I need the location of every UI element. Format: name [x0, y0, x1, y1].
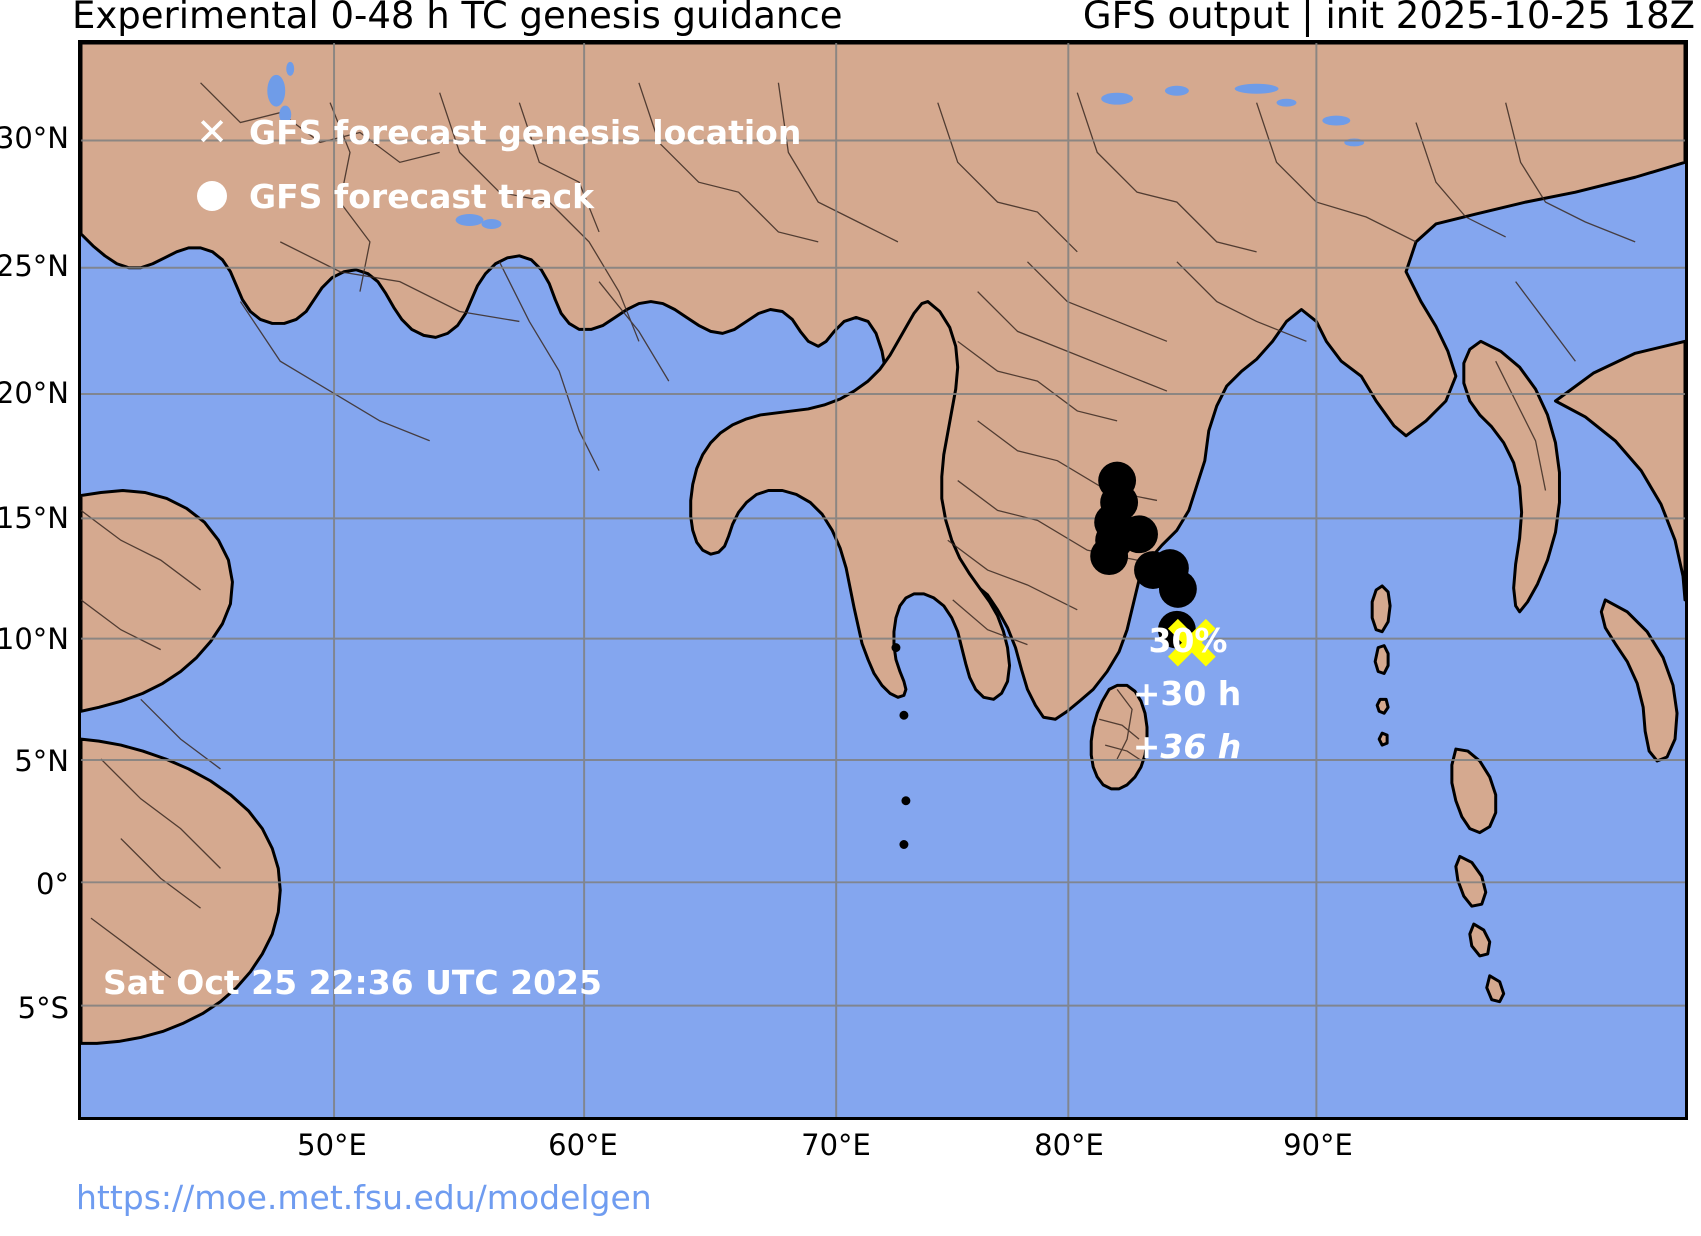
- y-tick-25N: 25°N: [0, 249, 69, 283]
- y-tick-5S: 5°S: [17, 991, 69, 1025]
- map-canvas[interactable]: ✕ GFS forecast genesis location GFS fore…: [78, 40, 1688, 1120]
- secondary-hour-label: +36 h: [1132, 727, 1242, 766]
- x-tick-80E: 80°E: [1034, 1128, 1104, 1162]
- dot-marker-icon: [185, 181, 239, 211]
- legend-item-genesis: ✕ GFS forecast genesis location: [185, 105, 801, 159]
- x-tick-60E: 60°E: [548, 1128, 618, 1162]
- y-tick-15N: 15°N: [0, 501, 69, 535]
- x-tick-50E: 50°E: [297, 1128, 367, 1162]
- y-tick-5N: 5°N: [14, 744, 69, 778]
- y-tick-20N: 20°N: [0, 376, 69, 410]
- genesis-location-marker: [1167, 618, 1216, 667]
- timestamp-label: Sat Oct 25 22:36 UTC 2025: [103, 963, 602, 1002]
- y-tick-0: 0°: [36, 867, 69, 901]
- forecast-track-points: [1090, 461, 1197, 649]
- y-tick-30N: 30°N: [0, 121, 69, 155]
- x-tick-70E: 70°E: [801, 1128, 871, 1162]
- legend-item-track: GFS forecast track: [185, 169, 801, 223]
- genesis-probability-label: 30%: [1148, 621, 1228, 660]
- source-url-link[interactable]: https://moe.met.fsu.edu/modelgen: [76, 1178, 652, 1217]
- genesis-hour-label: +30 h: [1132, 674, 1242, 713]
- legend-label-track: GFS forecast track: [249, 176, 595, 216]
- y-tick-10N: 10°N: [0, 622, 69, 656]
- page-title: Experimental 0-48 h TC genesis guidance: [72, 0, 843, 37]
- x-marker-icon: ✕: [196, 110, 228, 154]
- map-graphic: [81, 43, 1685, 1117]
- legend-label-genesis: GFS forecast genesis location: [249, 112, 802, 152]
- map-legend: ✕ GFS forecast genesis location GFS fore…: [185, 105, 801, 233]
- x-tick-90E: 90°E: [1283, 1128, 1353, 1162]
- model-init-label: GFS output | init 2025-10-25 18Z: [1082, 0, 1695, 37]
